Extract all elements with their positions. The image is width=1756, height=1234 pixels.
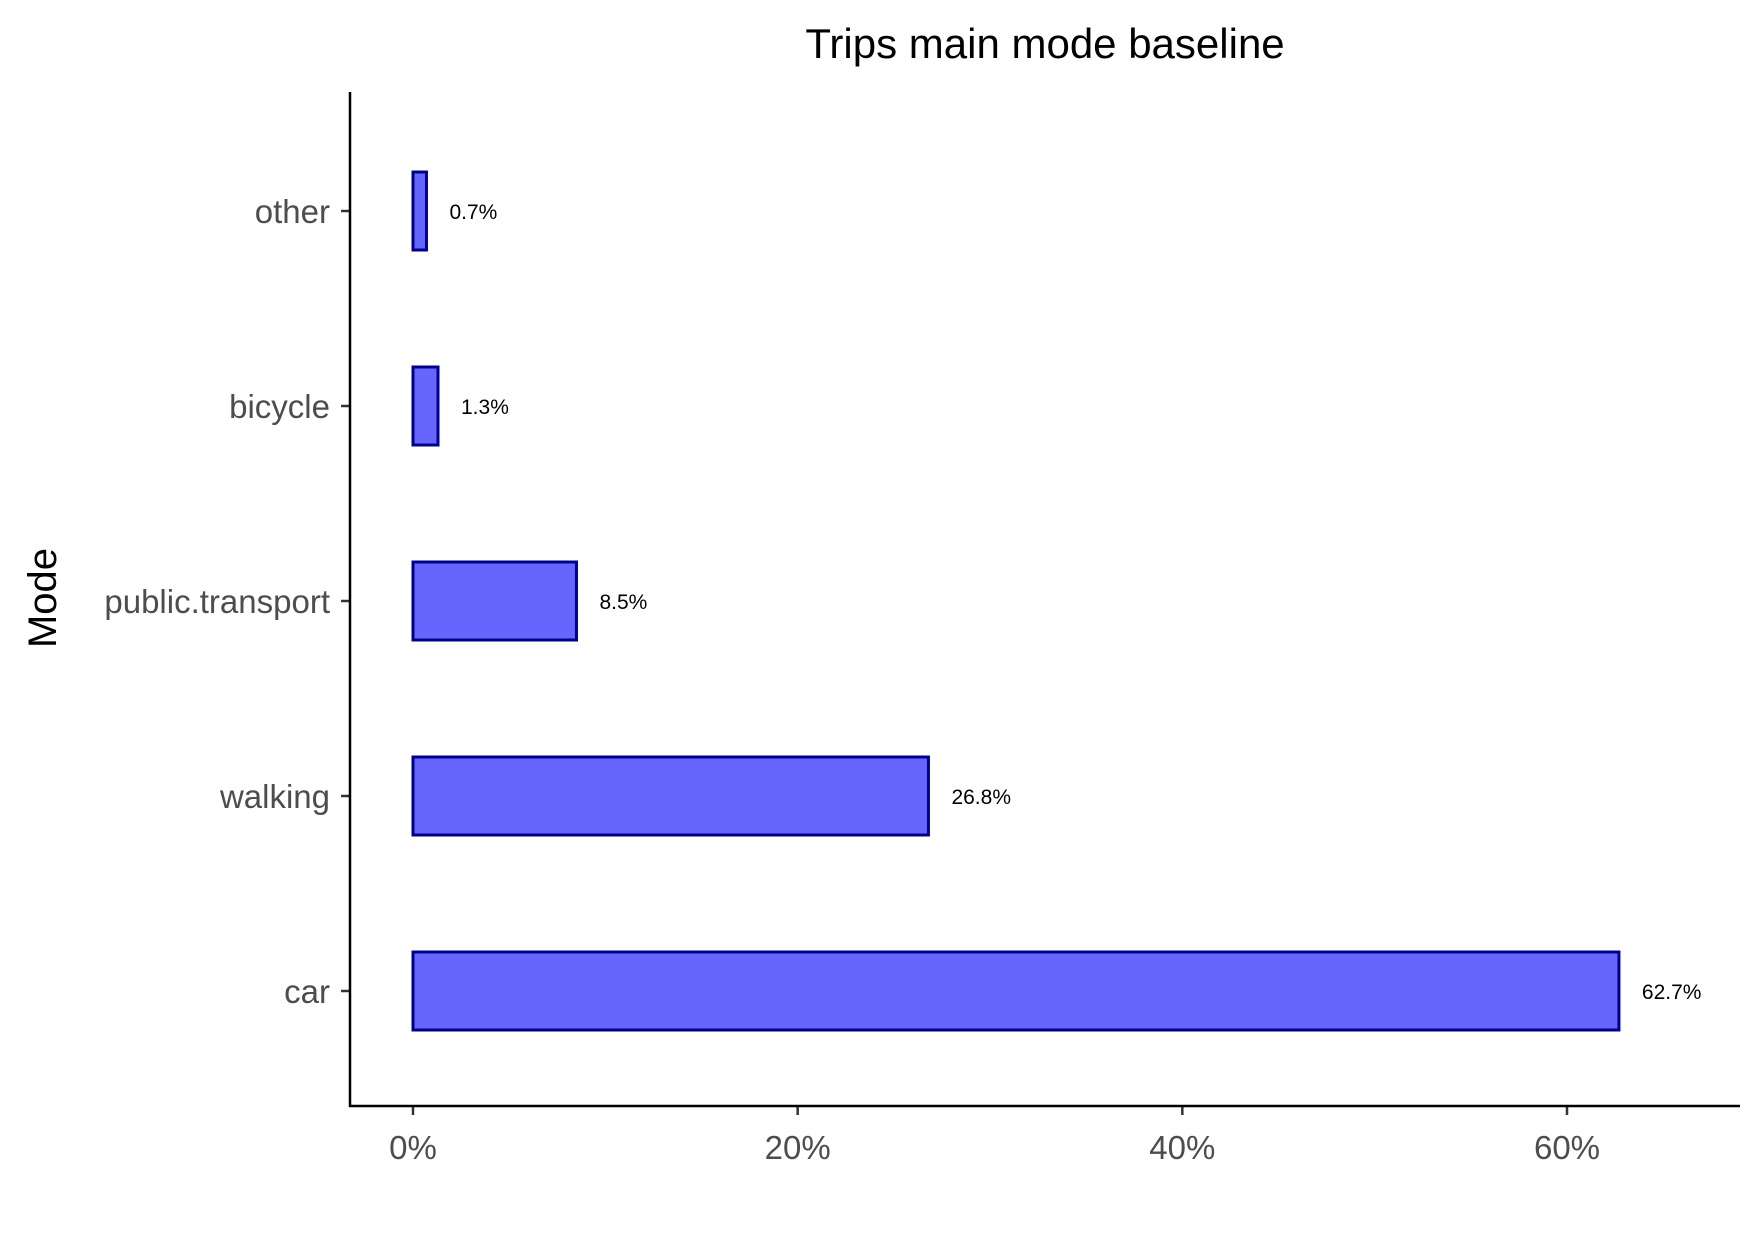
x-tick-label-0: 0% xyxy=(389,1129,437,1166)
data-label-bicycle: 1.3% xyxy=(461,396,509,419)
chart-title: Trips main mode baseline xyxy=(805,20,1284,67)
bars-group: 0.7% 1.3% 8.5% 26.8% 62.7% xyxy=(411,170,1702,1032)
x-tick-label-40: 40% xyxy=(1149,1129,1215,1166)
data-label-public.transport: 8.5% xyxy=(599,591,647,614)
y-tick-label-other: other xyxy=(255,193,330,230)
y-tick-label-car: car xyxy=(284,973,330,1010)
data-label-car: 62.7% xyxy=(1642,981,1702,1004)
x-tick-label-20: 20% xyxy=(765,1129,831,1166)
data-label-walking: 26.8% xyxy=(951,786,1011,809)
x-ticks-group: 0% 20% 40% 60% xyxy=(389,1106,1600,1166)
bar-car xyxy=(411,950,1621,1032)
x-tick-label-60: 60% xyxy=(1534,1129,1600,1166)
y-tick-label-bicycle: bicycle xyxy=(229,388,330,425)
y-ticks-group: other bicycle public.transport walking car xyxy=(104,193,350,1010)
y-tick-label-public.transport: public.transport xyxy=(104,583,330,620)
bar-public.transport xyxy=(411,560,578,642)
bar-walking xyxy=(411,755,930,837)
bar-bicycle xyxy=(411,365,440,447)
y-tick-label-walking: walking xyxy=(219,778,330,815)
y-axis-label: Mode xyxy=(21,548,65,648)
data-label-other: 0.7% xyxy=(449,201,497,224)
bar-other xyxy=(411,170,428,252)
